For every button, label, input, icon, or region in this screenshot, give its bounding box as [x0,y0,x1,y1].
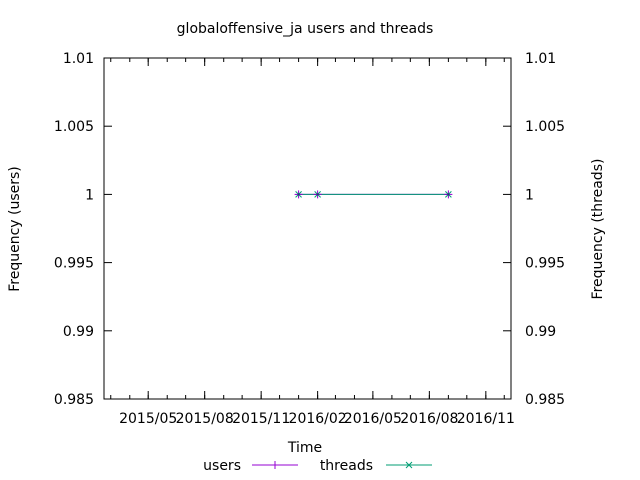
legend-sample-threads [386,461,432,469]
x-axis-title: Time [287,440,322,456]
y-tick-label: 1.01 [63,51,94,67]
y2-tick-label: 1.005 [525,119,565,135]
y2-tick-label: 1 [525,187,534,203]
x-tick-label: 2015/08 [176,411,234,427]
data-point-overlap [297,193,300,196]
y-tick-label: 1.005 [54,119,94,135]
data-point-overlap [316,193,319,196]
data-point-overlap [447,193,450,196]
y-tick-label: 1 [85,187,94,203]
y-tick-label: 0.995 [54,256,94,272]
legend: users threads [203,458,432,474]
x-tick-label: 2016/11 [457,411,515,427]
y-tick-label: 0.985 [54,392,94,408]
series-layer [294,190,453,199]
x-tick-label: 2016/02 [289,411,347,427]
y2-axis-ticks: 0.985 0.99 0.995 1 1.005 1.01 [503,51,565,408]
y-axis-ticks: 0.985 0.99 0.995 1 1.005 1.01 [54,51,112,408]
legend-sample-users [252,461,298,469]
legend-label-users: users [203,458,241,474]
y2-tick-label: 0.995 [525,256,565,272]
x-tick-label: 2015/05 [119,411,177,427]
x-axis-ticks: 2015/052015/082015/112016/022016/052016/… [110,58,515,427]
x-tick-label: 2016/08 [400,411,458,427]
plot-area-border [103,57,512,400]
y2-tick-label: 1.01 [525,51,556,67]
chart-title: globaloffensive_ja users and threads [177,21,434,37]
y-axis-title: Frequency (users) [7,166,23,292]
y2-tick-label: 0.99 [525,324,556,340]
legend-label-threads: threads [320,458,373,474]
legend-marker-users [271,461,279,469]
x-tick-label: 2016/05 [344,411,402,427]
legend-marker-threads [405,461,413,469]
y-tick-label: 0.99 [63,324,94,340]
y2-axis-title: Frequency (threads) [590,159,606,300]
y2-tick-label: 0.985 [525,392,565,408]
x-tick-label: 2015/11 [232,411,290,427]
